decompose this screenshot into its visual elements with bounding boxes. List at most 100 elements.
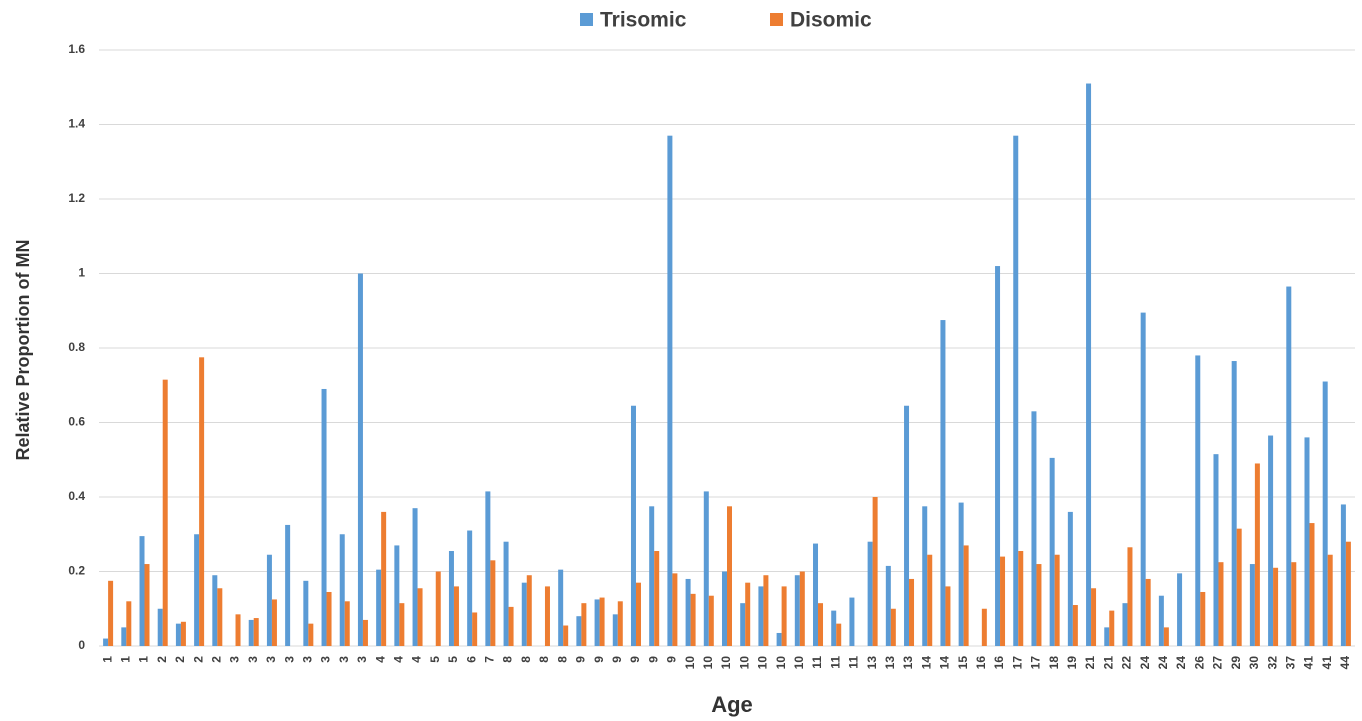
x-tick-label: 10	[683, 656, 697, 670]
bar	[836, 623, 842, 646]
bar	[417, 588, 423, 646]
bar	[271, 599, 277, 646]
x-tick-label: 41	[1320, 656, 1334, 670]
x-tick-label: 24	[1174, 656, 1188, 670]
y-tick-label: 0.4	[68, 489, 85, 503]
x-tick-label: 1	[118, 656, 132, 663]
bar	[872, 497, 878, 646]
x-tick-label: 13	[865, 656, 879, 670]
bar	[558, 569, 564, 646]
legend-swatch	[770, 13, 783, 26]
x-tick-label: 10	[756, 656, 770, 670]
bar	[1049, 457, 1055, 646]
bar	[909, 578, 915, 646]
bar	[1231, 361, 1237, 646]
bar	[139, 536, 145, 646]
bar	[453, 586, 459, 646]
bar	[594, 599, 600, 646]
bar	[1291, 562, 1297, 646]
bar	[745, 582, 751, 646]
x-tick-label: 22	[1120, 656, 1134, 670]
x-tick-label: 13	[883, 656, 897, 670]
bar	[1036, 564, 1042, 646]
x-tick-label: 37	[1283, 656, 1297, 670]
bar	[690, 593, 696, 646]
x-tick-label: 17	[1029, 656, 1043, 670]
bar	[794, 575, 800, 646]
bar	[526, 575, 532, 646]
x-tick-label: 3	[337, 656, 351, 663]
bar	[321, 388, 327, 646]
bar	[727, 506, 732, 646]
bar	[740, 603, 746, 646]
bar	[1286, 286, 1292, 646]
y-tick-label: 1	[78, 266, 85, 280]
bar	[599, 597, 605, 646]
x-tick-label: 9	[646, 656, 660, 663]
x-tick-label: 3	[355, 656, 369, 663]
bar	[357, 273, 363, 646]
bar	[818, 603, 824, 646]
bar	[958, 502, 964, 646]
x-tick-label: 1	[100, 656, 114, 663]
x-tick-label: 26	[1192, 656, 1206, 670]
bar	[708, 595, 714, 646]
x-tick-label: 16	[992, 656, 1006, 670]
bar	[758, 586, 764, 646]
x-tick-label: 1	[137, 656, 151, 663]
bar	[849, 597, 855, 646]
bar	[1109, 610, 1115, 646]
bar	[381, 511, 387, 646]
bar	[1158, 595, 1164, 646]
x-tick-label: 7	[483, 656, 497, 663]
x-tick-label: 9	[574, 656, 588, 663]
legend-label: Disomic	[790, 9, 872, 32]
bar	[162, 379, 168, 646]
x-tick-label: 11	[847, 656, 861, 669]
bar	[703, 491, 709, 646]
x-tick-label: 16	[974, 656, 988, 670]
x-tick-label: 3	[228, 656, 242, 663]
bar	[175, 623, 181, 646]
bar	[890, 608, 896, 646]
x-tick-label: 4	[392, 656, 406, 663]
bar	[1086, 83, 1092, 646]
bar	[963, 545, 969, 646]
bar	[667, 135, 673, 647]
y-tick-label: 1.2	[68, 191, 85, 205]
bar	[467, 530, 473, 646]
x-tick-label: 9	[665, 656, 679, 663]
x-tick-label: 11	[810, 656, 824, 669]
x-tick-label: 21	[1101, 656, 1115, 670]
bar	[1127, 547, 1133, 646]
bar	[654, 551, 660, 646]
x-tick-label: 29	[1229, 656, 1243, 670]
x-tick-label: 3	[264, 656, 278, 663]
x-tick-label: 10	[719, 656, 733, 670]
y-tick-label: 0.2	[68, 564, 85, 578]
bar	[108, 580, 114, 646]
bar	[1163, 627, 1169, 646]
bar	[399, 603, 405, 646]
bar	[1340, 504, 1346, 646]
bar	[1013, 135, 1019, 647]
bar	[722, 571, 727, 646]
bar	[672, 573, 678, 646]
x-tick-label: 3	[282, 656, 296, 663]
y-tick-label: 1.4	[68, 117, 85, 131]
x-tick-label: 24	[1156, 656, 1170, 670]
bar	[303, 580, 309, 646]
bar	[394, 545, 400, 646]
x-tick-label: 24	[1138, 656, 1152, 670]
bar	[194, 534, 200, 646]
x-tick-label: 2	[191, 656, 205, 663]
y-tick-label: 1.6	[68, 42, 85, 56]
bar	[904, 405, 910, 646]
bar	[1304, 437, 1310, 646]
bar	[1236, 528, 1242, 646]
bar	[1200, 591, 1206, 646]
x-tick-label: 10	[774, 656, 788, 670]
bar	[508, 606, 514, 646]
bar	[1122, 603, 1128, 646]
